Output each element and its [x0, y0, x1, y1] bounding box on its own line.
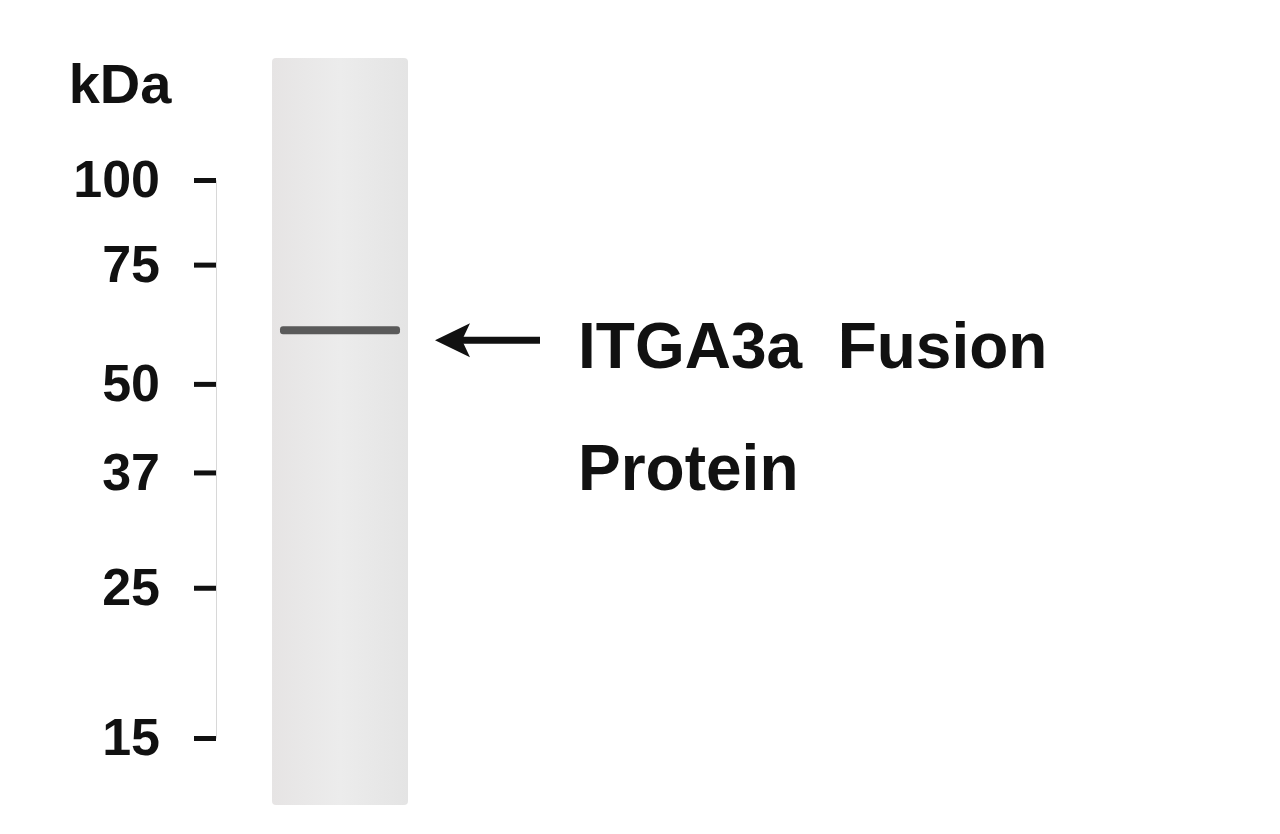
tick-label: 25 — [102, 558, 160, 616]
gel-lane — [272, 58, 408, 805]
tick: 50 — [102, 354, 216, 412]
tick: 100 — [73, 150, 216, 208]
tick-label: 37 — [102, 443, 160, 501]
y-axis: 100 75 50 37 25 15 — [73, 150, 216, 766]
tick-label: 75 — [102, 235, 160, 293]
tick-mark — [194, 382, 216, 387]
tick-mark — [194, 586, 216, 591]
annotation: ITGA3a Fusion Protein — [578, 310, 1047, 504]
annotation-line: ITGA3a Fusion — [578, 310, 1047, 382]
tick-mark — [194, 470, 216, 475]
tick: 15 — [102, 708, 216, 766]
tick-label: 100 — [73, 150, 160, 208]
tick-mark — [194, 736, 216, 741]
arrow-shaft — [455, 337, 540, 344]
tick: 75 — [102, 235, 216, 293]
tick: 37 — [102, 443, 216, 501]
annotation-arrow — [435, 323, 540, 357]
bands — [280, 326, 400, 334]
tick: 25 — [102, 558, 216, 616]
arrow-head — [435, 323, 470, 357]
protein-band — [280, 326, 400, 334]
tick-label: 15 — [102, 708, 160, 766]
tick-mark — [194, 178, 216, 183]
annotation-line: Protein — [578, 432, 798, 504]
tick-mark — [194, 263, 216, 268]
blot-figure: 100 75 50 37 25 15 kDa ITGA3a Fusion Protein — [0, 0, 1280, 834]
tick-label: 50 — [102, 354, 160, 412]
y-axis-label: kDa — [69, 52, 173, 115]
axis-line — [216, 181, 217, 739]
